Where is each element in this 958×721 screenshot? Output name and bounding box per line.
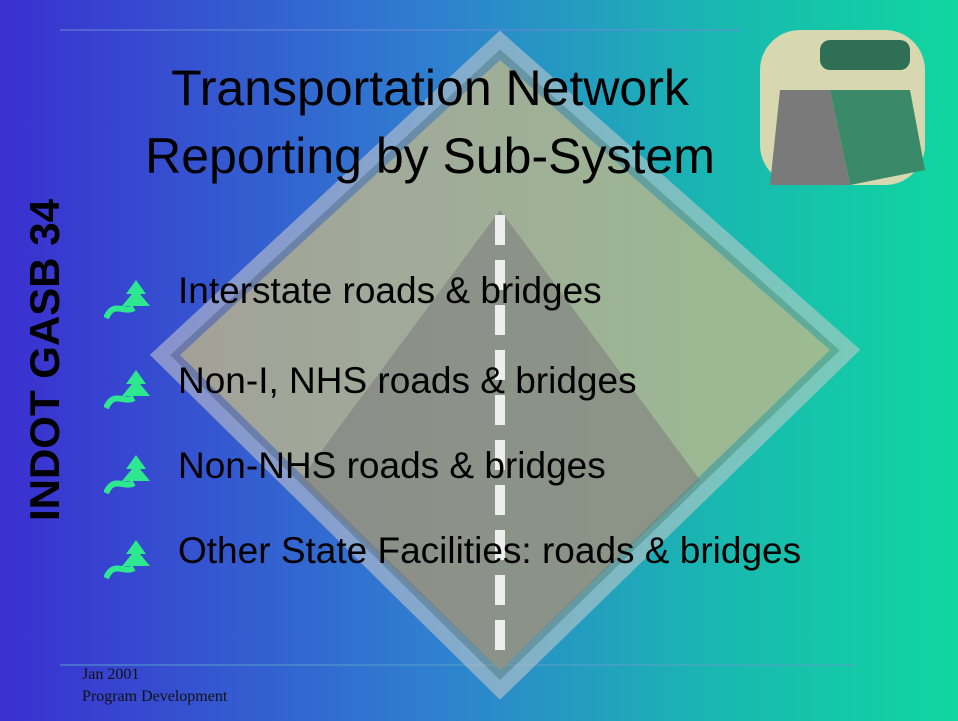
slide: Transportation Network Reporting by Sub-…	[0, 0, 958, 721]
bullet-text: Interstate roads & bridges	[178, 270, 602, 312]
bullet-text: Non-NHS roads & bridges	[178, 445, 606, 487]
bullet-text: Other State Facilities: roads & bridges	[178, 530, 801, 572]
title-line: Transportation Network	[90, 58, 770, 118]
bullet-icon	[104, 280, 152, 320]
bullet-text: Non-I, NHS roads & bridges	[178, 360, 637, 402]
footer-line: Program Development	[82, 688, 227, 706]
bullet-icon	[104, 540, 152, 580]
title-line: Reporting by Sub-System	[90, 126, 770, 186]
bullet-icon	[104, 370, 152, 410]
side-label: INDOT GASB 34	[21, 199, 69, 521]
footer-line: Jan 2001	[82, 666, 139, 684]
bullet-icon	[104, 455, 152, 495]
